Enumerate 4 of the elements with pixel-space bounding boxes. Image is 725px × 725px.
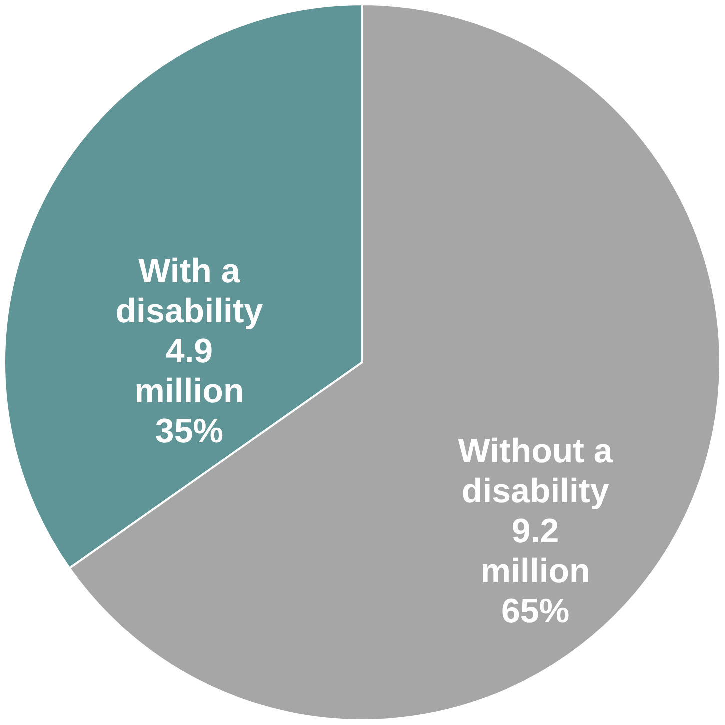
slice-label: With a disability <box>116 252 264 331</box>
slice-label: Without a disability <box>458 432 614 510</box>
data-label: 4.9 million 35% <box>134 332 244 451</box>
data-label: 9.2 million 65% <box>480 512 590 630</box>
